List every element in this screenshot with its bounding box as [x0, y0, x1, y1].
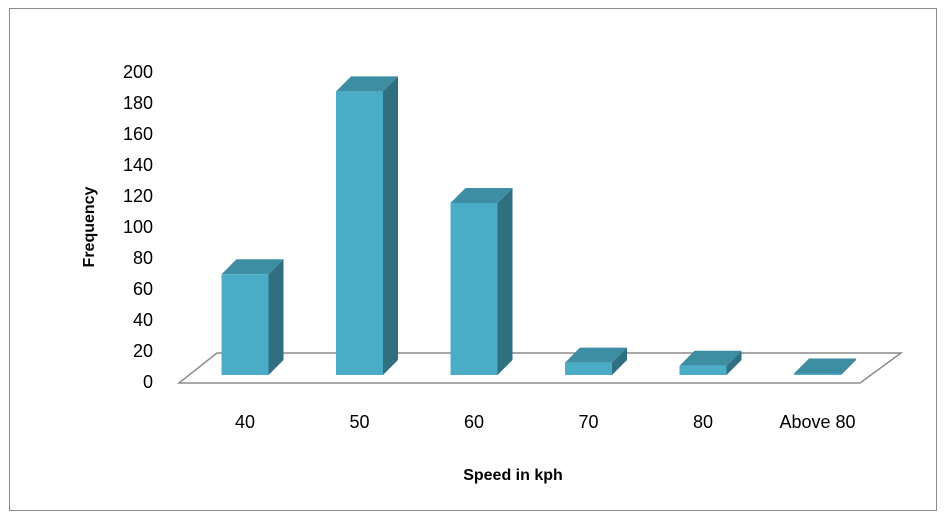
- bar-side: [612, 347, 627, 375]
- x-tick-label: 70: [578, 412, 598, 432]
- bar-side: [841, 358, 856, 375]
- bar-front: [794, 373, 841, 375]
- y-tick-label: 200: [123, 62, 153, 82]
- bar: [336, 76, 398, 375]
- y-tick-label: 120: [123, 186, 153, 206]
- bar-front: [336, 91, 383, 375]
- bar-side: [726, 350, 742, 375]
- bar: [565, 347, 627, 375]
- x-axis-ticks: 40 50 60 70 80 Above 80: [235, 412, 856, 432]
- y-tick-label: 100: [123, 217, 153, 237]
- y-tick-label: 60: [133, 279, 153, 299]
- chart-floor: [176, 352, 904, 384]
- y-axis-title: Frequency: [81, 186, 98, 267]
- bar: [450, 187, 513, 375]
- x-axis-title: Speed in kph: [463, 467, 563, 484]
- bar-top: [679, 350, 742, 366]
- bars: [221, 76, 856, 375]
- x-tick-label: 50: [349, 412, 369, 432]
- bar-side: [383, 76, 398, 375]
- y-axis-ticks: 0 20 40 60 80 100 120 140 160 180 200: [123, 62, 153, 392]
- bar-top: [794, 358, 856, 374]
- bar: [794, 358, 856, 375]
- y-tick-label: 0: [143, 372, 153, 392]
- floor-plane: [176, 352, 904, 384]
- y-tick-label: 140: [123, 155, 153, 175]
- x-tick-label: Above 80: [779, 412, 855, 432]
- x-tick-label: 60: [464, 412, 484, 432]
- bar: [679, 350, 742, 375]
- y-tick-label: 180: [123, 93, 153, 113]
- bar-top: [450, 187, 513, 203]
- y-tick-label: 20: [133, 341, 153, 361]
- bar-side: [497, 187, 513, 375]
- x-tick-label: 80: [693, 412, 713, 432]
- y-tick-label: 80: [133, 248, 153, 268]
- x-tick-label: 40: [235, 412, 255, 432]
- bar-front: [565, 362, 612, 375]
- y-tick-label: 160: [123, 124, 153, 144]
- bar-front: [450, 202, 498, 375]
- y-tick-label: 40: [133, 310, 153, 330]
- bar-front: [679, 365, 727, 375]
- bar-front: [221, 274, 269, 375]
- bar-top: [565, 347, 627, 363]
- bar-top: [221, 259, 284, 275]
- bar: [221, 259, 284, 375]
- bar-side: [268, 259, 284, 375]
- bar-top: [336, 76, 398, 92]
